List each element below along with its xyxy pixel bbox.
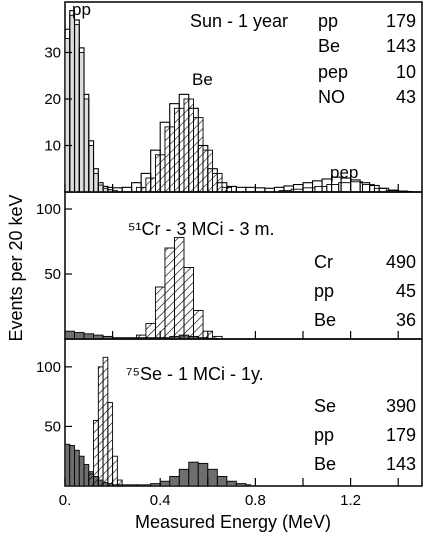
bar-background [135,484,152,487]
bar-se [102,356,109,487]
bar-cr [174,237,185,340]
legend-row-label: NO [318,87,345,107]
legend-row-value: 45 [396,281,416,301]
panel-middle-frame [64,191,423,340]
legend-row-value: 10 [396,62,416,82]
bar-pp [93,172,99,193]
bar-pp [69,14,75,193]
legend-row-label: Be [314,310,336,330]
bar-pp [83,98,90,193]
bar-se [116,479,123,487]
bar-background [207,468,218,487]
legend-row-label: pp [314,281,334,301]
y-tick-label: 50 [44,266,61,283]
y-tick-label: 100 [36,201,61,218]
y-tick-label: 50 [44,418,61,435]
x-tick-label: 0.8 [245,492,266,509]
panel-top-bars [64,10,414,193]
legend-row-value: 143 [386,454,416,474]
panel-middle-title: ⁵¹Cr - 3 MCi - 3 m. [128,219,274,239]
bar-pp [88,145,95,193]
bar-background [83,464,90,487]
bar-total [302,182,314,193]
bar-pp [78,52,85,193]
legend-row-label: Se [314,396,336,416]
legend-row-label: Be [318,36,340,56]
bar-background [169,476,180,487]
panel-top-title: Sun - 1 year [190,11,288,31]
annotation-pp: pp [72,0,91,19]
legend-row-label: pep [318,62,348,82]
bar-pp [64,38,71,193]
legend-table-top: pp 179 Be 143 pep 10 NO 43 [318,11,416,107]
legend-row-label: pp [318,11,338,31]
legend-table-bottom: Se 390 pp 179 Be 143 [314,396,416,474]
bar-background [83,333,95,340]
bar-background [159,480,171,487]
bar-cr [193,309,204,340]
y-tick-label: 30 [44,45,61,62]
bar-background [78,455,85,487]
bar-pep [350,181,363,193]
legend-row-label: pp [314,425,334,445]
bar-background [74,449,80,487]
x-tick-label: 1.2 [340,492,361,509]
bar-background [178,468,190,487]
bar-se [88,473,95,487]
y-axis-title: Events per 20 keV [6,194,26,341]
bar-pep [314,185,328,193]
bar-background [226,480,237,487]
legend-row-value: 36 [396,310,416,330]
x-axis-title: Measured Energy (MeV) [135,512,331,532]
legend-row-value: 390 [386,396,416,416]
bar-pp [97,184,104,193]
bar-background [74,332,85,340]
bar-background [216,476,228,487]
x-tick-label: 0. [59,492,72,509]
legend-row-value: 43 [396,87,416,107]
legend-row-value: 490 [386,252,416,272]
bar-background [197,462,209,487]
bar-se [112,455,118,487]
legend-row-label: Cr [314,252,333,272]
panel-bottom-frame [64,338,423,487]
bar-cr [183,267,194,340]
bar-se [93,420,99,487]
bar-background [188,461,199,487]
panel-bottom: ⁷⁵Se - 1 MCi - 1y. Se 390 pp 179 Be 143 [64,338,423,487]
annotation-be: Be [192,70,213,89]
bar-pp [74,24,80,193]
annotation-pep: pep [330,163,358,182]
panel-middle-bars [64,237,223,340]
panel-bottom-bars [64,356,252,487]
bar-background [69,445,75,487]
legend-row-value: 143 [386,36,416,56]
legend-row-label: Be [314,454,336,474]
bar-cr [164,247,175,340]
bar-background [64,330,75,340]
y-tick-label: 100 [36,359,61,376]
panel-middle: ⁵¹Cr - 3 MCi - 3 m. Cr 490 pp 45 Be 36 [64,191,423,340]
bar-background [64,443,71,487]
legend-table-middle: Cr 490 pp 45 Be 36 [314,252,416,330]
bar-total [292,184,304,193]
panel-bottom-title: ⁷⁵Se - 1 MCi - 1y. [126,364,264,384]
y-tick-label: 10 [44,138,61,155]
bar-background [150,483,161,487]
bar-background [235,483,247,487]
bar-se [107,402,114,487]
bar-cr [145,322,156,340]
axes: 10 20 30 50 100 50 100 0. 0.4 0.8 1.2 [36,45,399,509]
bar-pep [338,182,352,193]
bar-background [245,484,252,487]
panel-top: Sun - 1 year pp Be pep pp 179 Be 143 pep… [64,0,423,193]
y-tick-label: 20 [44,91,61,108]
bar-pep [326,184,340,193]
bar-total [359,182,371,193]
x-tick-label: 0.4 [150,492,171,509]
legend-row-value: 179 [386,425,416,445]
bar-se [97,366,104,487]
legend-row-value: 179 [386,11,416,31]
